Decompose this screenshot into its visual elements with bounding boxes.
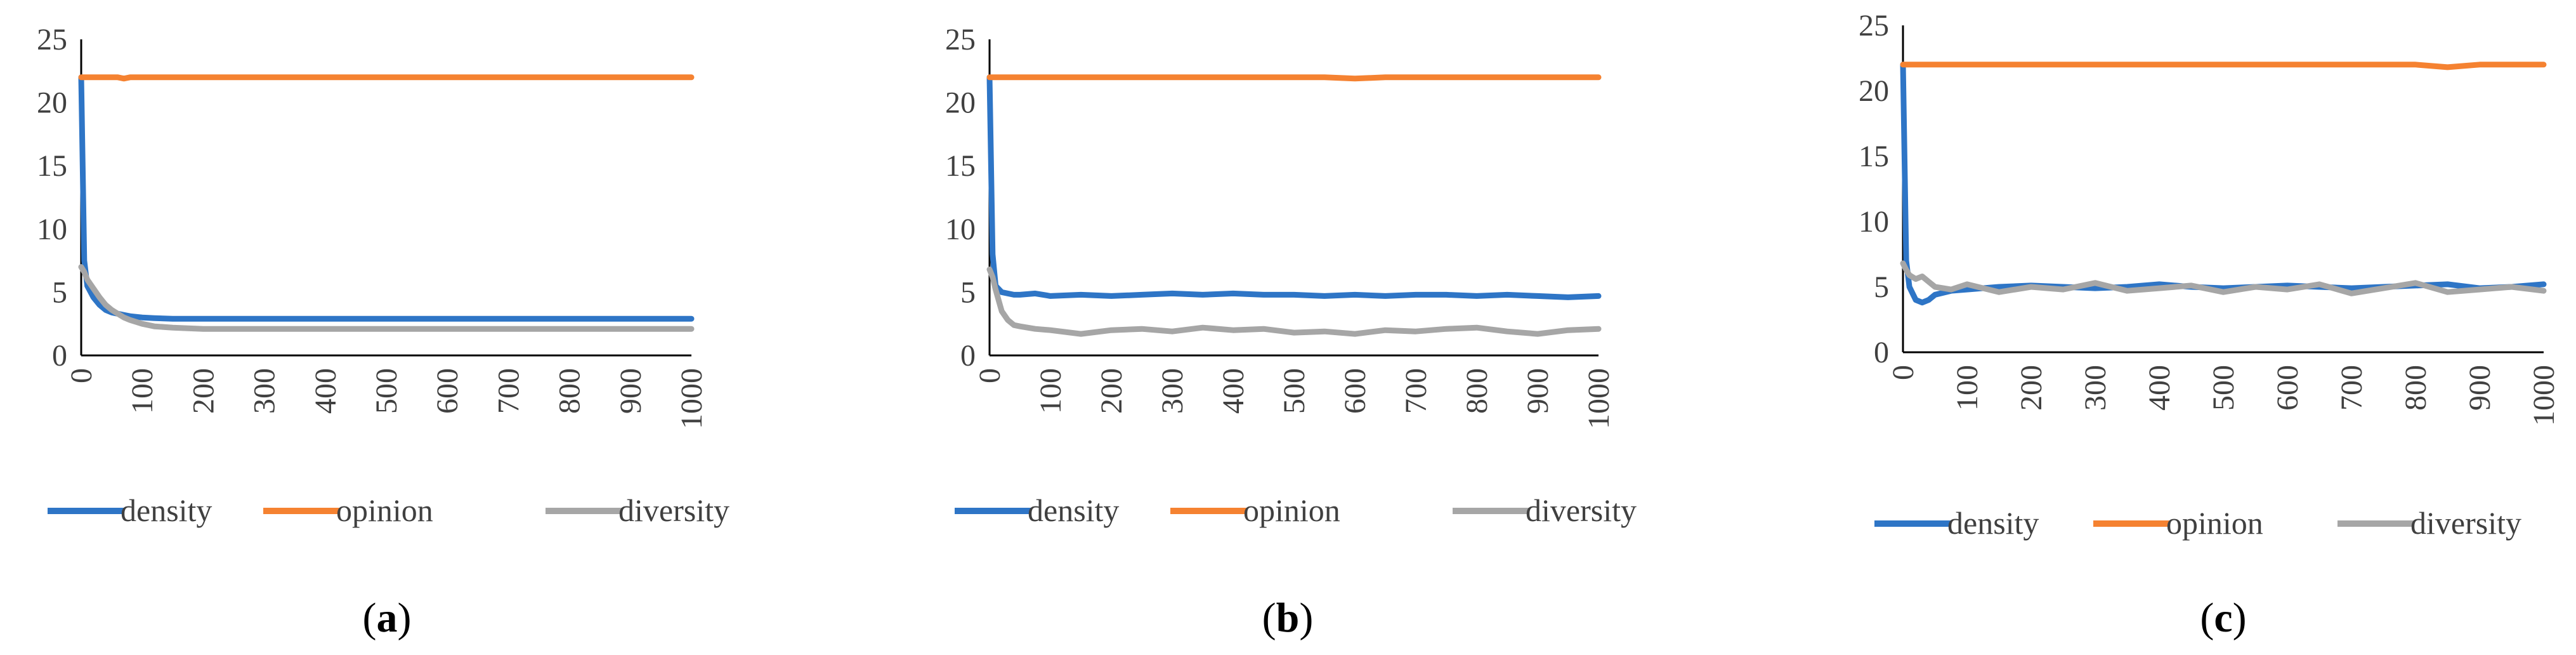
x-tick-label: 1000 — [1582, 368, 1616, 429]
x-tick-label: 900 — [2463, 365, 2497, 411]
x-tick-label: 500 — [2207, 365, 2240, 411]
y-tick-label: 5 — [52, 275, 67, 309]
x-tick-label: 400 — [2143, 365, 2176, 411]
chart-panel-b: 0 5 10 15 20 25 0 100 200 300 400 500 600 700 800 900 10… — [945, 23, 1637, 641]
y-tick-label: 10 — [945, 213, 976, 246]
series-line-opinion — [1900, 62, 2547, 70]
y-tick-label: 0 — [52, 339, 67, 373]
panel-caption: (c) — [2200, 595, 2246, 641]
x-tick-label: 500 — [370, 368, 403, 414]
caption-close-paren: ) — [1299, 595, 1313, 641]
y-tick-label: 15 — [37, 149, 67, 183]
y-tick-label: 25 — [945, 23, 976, 56]
x-tick-label: 0 — [1886, 365, 1920, 380]
series-line-density — [1900, 62, 2547, 306]
y-tick-label: 0 — [1874, 336, 1889, 369]
chart-panel-c: 0 5 10 15 20 25 0 100 200 300 400 500 600 700 800 900 10… — [1859, 9, 2561, 641]
caption-open-paren: ( — [2200, 595, 2214, 641]
x-tick-label: 0 — [973, 368, 1007, 383]
caption-open-paren: ( — [1262, 595, 1276, 641]
caption-close-paren: ) — [398, 595, 412, 641]
legend-label-opinion: opinion — [1243, 493, 1340, 528]
caption-letter: a — [377, 595, 398, 641]
x-tick-label: 900 — [614, 368, 648, 414]
x-tick-label: 100 — [1034, 368, 1068, 414]
caption-letter: b — [1276, 595, 1300, 641]
y-tick-label: 25 — [1859, 9, 1889, 43]
y-tick-label: 0 — [960, 339, 976, 373]
legend-label-diversity: diversity — [2410, 505, 2521, 541]
x-tick-label: 0 — [65, 368, 98, 383]
x-tick-label: 100 — [126, 368, 159, 414]
x-tick-label: 600 — [2271, 365, 2305, 411]
y-tick-label: 15 — [1859, 140, 1889, 173]
chart-panel-a: 0 5 10 15 20 25 0 100 200 300 400 500 600 700 800 900 10… — [37, 23, 729, 641]
x-tick-label: 900 — [1521, 368, 1555, 414]
x-tick-label: 600 — [431, 368, 464, 414]
legend-label-diversity: diversity — [1526, 493, 1637, 528]
x-tick-label: 700 — [1399, 368, 1433, 414]
x-tick-label: 700 — [2335, 365, 2369, 411]
y-tick-label: 20 — [37, 86, 67, 120]
y-tick-label: 5 — [960, 275, 976, 309]
x-tick-label: 800 — [2399, 365, 2433, 411]
legend-label-density: density — [121, 493, 212, 528]
y-tick-label: 5 — [1874, 270, 1889, 304]
legend-label-opinion: opinion — [2166, 505, 2263, 541]
x-tick-label: 300 — [248, 368, 282, 414]
x-tick-label: 400 — [1217, 368, 1250, 414]
panel-caption: (a) — [363, 595, 412, 641]
legend-label-density: density — [1947, 505, 2039, 541]
x-tick-label: 1000 — [2527, 365, 2561, 426]
caption-letter: c — [2214, 595, 2232, 641]
y-tick-label: 10 — [1859, 205, 1889, 239]
x-tick-label: 200 — [186, 368, 220, 414]
caption-open-paren: ( — [363, 595, 377, 641]
y-tick-label: 25 — [37, 23, 67, 56]
x-tick-label: 300 — [1156, 368, 1189, 414]
series-line-diversity — [986, 267, 1602, 337]
series-line-density — [986, 74, 1602, 300]
x-tick-label: 200 — [2015, 365, 2048, 411]
x-tick-label: 1000 — [675, 368, 709, 429]
x-tick-label: 500 — [1278, 368, 1311, 414]
x-tick-label: 400 — [309, 368, 343, 414]
x-tick-label: 200 — [1095, 368, 1128, 414]
caption-close-paren: ) — [2233, 595, 2247, 641]
series-line-opinion — [986, 74, 1602, 82]
x-tick-label: 300 — [2079, 365, 2112, 411]
series-line-opinion — [78, 74, 695, 82]
x-tick-label: 700 — [492, 368, 525, 414]
y-tick-label: 20 — [1859, 74, 1889, 108]
y-tick-label: 20 — [945, 86, 976, 120]
series-line-density — [78, 74, 695, 322]
y-tick-label: 10 — [37, 213, 67, 246]
x-tick-label: 100 — [1951, 365, 1984, 411]
x-tick-label: 600 — [1338, 368, 1372, 414]
panel-caption: (b) — [1262, 595, 1314, 641]
y-tick-label: 15 — [945, 149, 976, 183]
legend-label-opinion: opinion — [336, 493, 433, 528]
x-tick-label: 800 — [553, 368, 587, 414]
x-tick-label: 800 — [1460, 368, 1494, 414]
series-line-diversity — [1900, 260, 2547, 296]
series-line-diversity — [78, 264, 695, 332]
legend-label-diversity: diversity — [618, 493, 729, 528]
legend-label-density: density — [1028, 493, 1119, 528]
